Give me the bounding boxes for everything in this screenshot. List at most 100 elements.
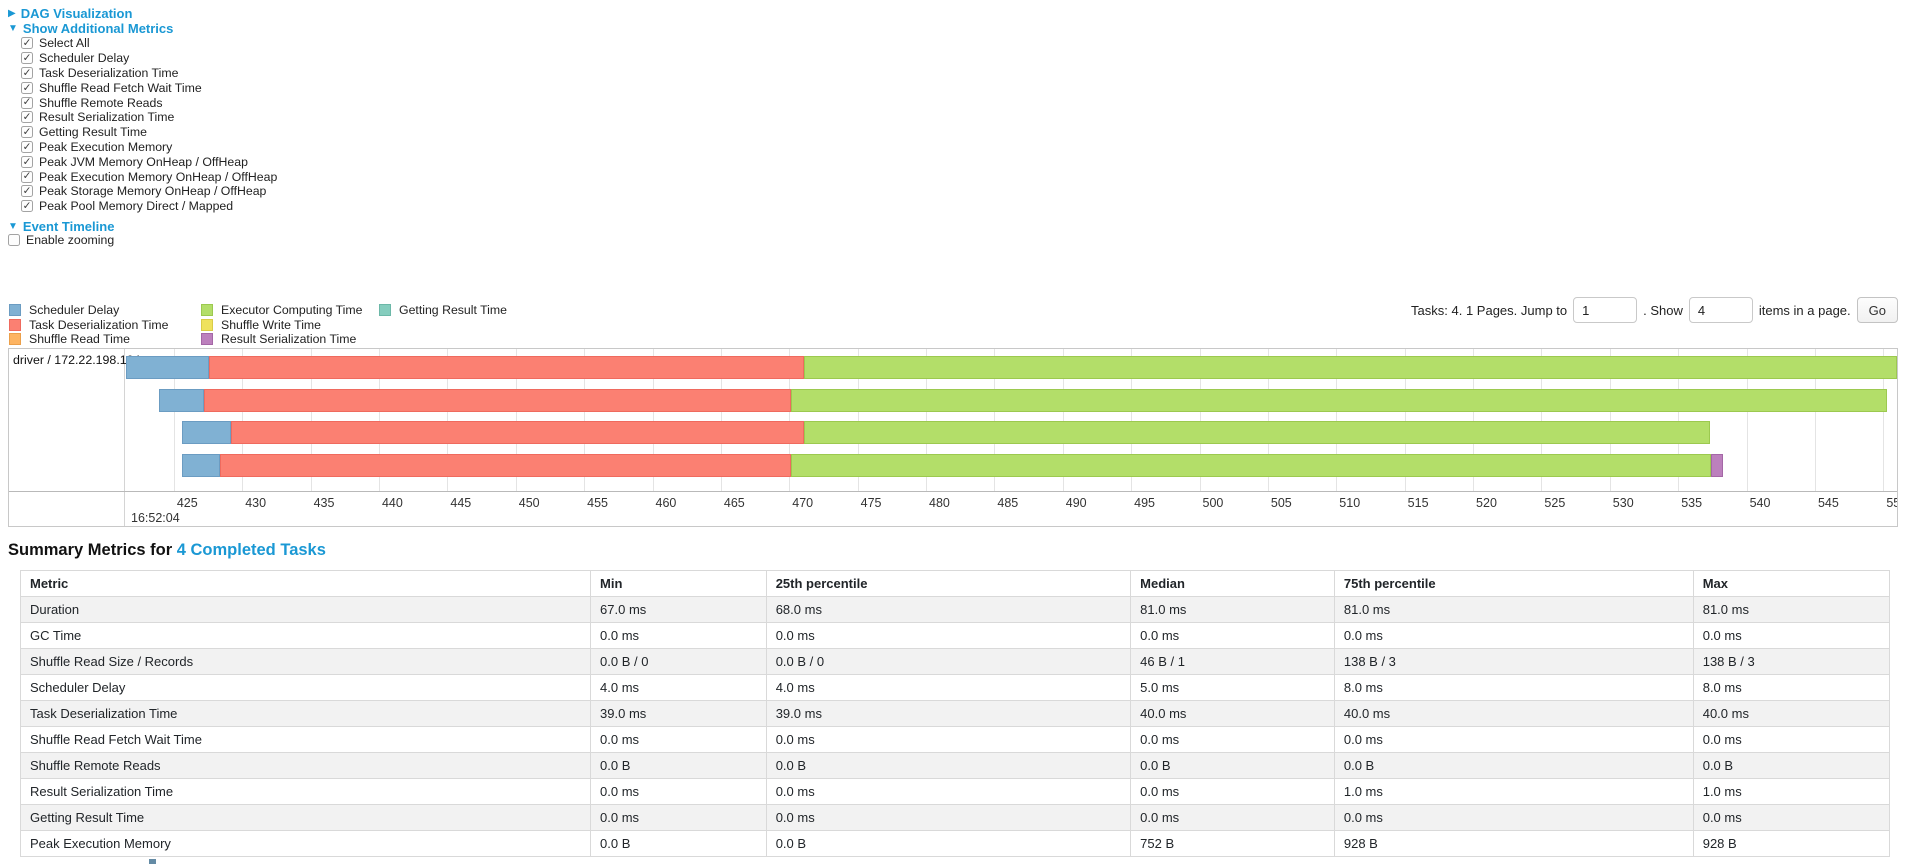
timeline-bar-segment[interactable] xyxy=(209,356,805,379)
metric-checkbox-row: ✓ Shuffle Remote Reads xyxy=(21,95,277,110)
legend-item: Task Deserialization Time xyxy=(9,318,201,333)
checkbox-checked-icon[interactable]: ✓ xyxy=(21,81,33,94)
clipped-next-section xyxy=(149,859,156,864)
checkbox-unchecked-icon[interactable] xyxy=(8,234,20,247)
legend-swatch-icon xyxy=(379,304,391,317)
dag-visualization-toggle[interactable]: ▶ DAG Visualization xyxy=(8,6,132,21)
metric-value-cell: 0.0 ms xyxy=(1333,804,1694,831)
metric-value-cell: 1.0 ms xyxy=(1692,778,1891,805)
timeline-bar-segment[interactable] xyxy=(182,454,221,477)
timeline-bar-segment[interactable] xyxy=(182,421,232,444)
table-row: Peak Execution Memory 0.0 B 0.0 B 752 B 928 … xyxy=(19,830,1891,857)
metric-checkbox-row: ✓ Peak Storage Memory OnHeap / OffHeap xyxy=(21,184,277,199)
timeline-bar-segment[interactable] xyxy=(1711,454,1724,477)
gridline xyxy=(1883,349,1885,491)
legend-item: Executor Computing Time xyxy=(201,303,379,318)
legend-swatch-icon xyxy=(9,304,21,317)
metric-checkbox-label: Scheduler Delay xyxy=(39,51,130,66)
metric-value-cell: 5.0 ms xyxy=(1130,674,1335,701)
gridline xyxy=(720,349,722,491)
pagination-show-label: . Show xyxy=(1643,302,1683,318)
axis-tick-label: 515 xyxy=(1407,496,1429,510)
show-additional-metrics-link[interactable]: Show Additional Metrics xyxy=(22,21,174,36)
checkbox-checked-icon[interactable]: ✓ xyxy=(21,199,33,213)
timeline-bar-segment[interactable] xyxy=(804,421,1710,444)
timeline-bar-segment[interactable] xyxy=(790,389,1888,412)
jump-to-page-input[interactable] xyxy=(1573,297,1638,323)
metric-checkbox-label: Task Deserialization Time xyxy=(39,65,179,80)
collapsed-arrow-icon: ▶ xyxy=(8,8,16,19)
gridline xyxy=(1199,349,1201,491)
checkbox-checked-icon[interactable]: ✓ xyxy=(21,125,33,139)
gridline xyxy=(584,349,586,491)
axis-tick-label: 445 xyxy=(450,496,472,510)
metric-value-cell: 0.0 ms xyxy=(765,622,1132,649)
checkbox-checked-icon[interactable]: ✓ xyxy=(21,37,33,50)
summary-metrics-table: Metric Min 25th percentile Median 75th perce… xyxy=(19,570,1891,857)
gridline xyxy=(1336,349,1338,491)
column-header: Max xyxy=(1692,570,1891,597)
timeline-bar-segment[interactable] xyxy=(126,356,210,379)
metric-value-cell: 0.0 ms xyxy=(590,778,767,805)
metric-value-cell: 928 B xyxy=(1692,830,1891,857)
checkbox-checked-icon[interactable]: ✓ xyxy=(21,170,33,183)
metric-value-cell: 0.0 B xyxy=(765,830,1132,857)
axis-tick-label: 435 xyxy=(313,496,335,510)
show-additional-metrics-toggle[interactable]: ▼ Show Additional Metrics xyxy=(8,21,173,36)
timeline-bar-segment[interactable] xyxy=(790,454,1711,477)
metric-name-cell: Shuffle Read Fetch Wait Time xyxy=(19,726,592,753)
checkbox-checked-icon[interactable]: ✓ xyxy=(21,96,33,109)
legend-label: Shuffle Read Time xyxy=(29,332,130,347)
timeline-bar-segment[interactable] xyxy=(220,454,791,477)
timeline-bar-segment[interactable] xyxy=(804,356,1897,379)
axis-tick-label: 525 xyxy=(1544,496,1566,510)
checkbox-checked-icon[interactable]: ✓ xyxy=(21,51,33,65)
timeline-bar-segment[interactable] xyxy=(231,421,805,444)
axis-tick-label: 475 xyxy=(860,496,882,510)
metric-checkbox-row: ✓ Peak Pool Memory Direct / Mapped xyxy=(21,199,277,214)
metric-checkbox-row: ✓ Task Deserialization Time xyxy=(21,66,277,81)
metric-value-cell: 0.0 ms xyxy=(1333,726,1694,753)
timeline-bar-segment[interactable] xyxy=(158,389,204,412)
metric-value-cell: 40.0 ms xyxy=(1692,700,1891,727)
checkbox-checked-icon[interactable]: ✓ xyxy=(21,155,33,168)
axis-tick-label: 540 xyxy=(1749,496,1771,510)
metric-value-cell: 39.0 ms xyxy=(765,700,1132,727)
checkbox-checked-icon[interactable]: ✓ xyxy=(21,111,33,124)
gridline xyxy=(1131,349,1133,491)
completed-tasks-link[interactable]: 4 Completed Tasks xyxy=(176,541,326,559)
go-button[interactable]: Go xyxy=(1856,297,1898,323)
timeline-bar-segment[interactable] xyxy=(203,389,791,412)
table-row: Shuffle Read Size / Records 0.0 B / 0 0.0 … xyxy=(19,648,1891,675)
gridline xyxy=(1404,349,1406,491)
axis-tick-label: 535 xyxy=(1681,496,1703,510)
legend-item: Shuffle Write Time xyxy=(201,318,379,333)
metric-checkbox-label: Shuffle Remote Reads xyxy=(39,95,163,110)
metric-value-cell: 0.0 B xyxy=(1692,752,1891,779)
legend-label: Scheduler Delay xyxy=(29,303,120,318)
column-header: Min xyxy=(590,570,767,597)
metric-checkbox-label: Peak Pool Memory Direct / Mapped xyxy=(39,199,234,214)
legend-swatch-icon xyxy=(201,333,213,346)
metric-value-cell: 0.0 ms xyxy=(1692,804,1891,831)
gridline xyxy=(652,349,654,491)
dag-visualization-link[interactable]: DAG Visualization xyxy=(20,6,133,21)
checkbox-checked-icon[interactable]: ✓ xyxy=(21,66,33,79)
event-timeline-link[interactable]: Event Timeline xyxy=(22,219,115,234)
legend-swatch-icon xyxy=(201,304,213,317)
metric-checkbox-row: ✓ Getting Result Time xyxy=(21,125,277,140)
table-row: Duration 67.0 ms 68.0 ms 81.0 ms 81.0 ms 81.0… xyxy=(19,596,1891,623)
timeline-x-axis: 16:52:04 425 430 435 440 445 450 455 460 465 470 4… xyxy=(126,491,1897,526)
metric-value-cell: 0.0 ms xyxy=(590,726,767,753)
gridline xyxy=(1473,349,1475,491)
gridline xyxy=(447,349,449,491)
checkbox-checked-icon[interactable]: ✓ xyxy=(21,140,33,153)
event-timeline-toggle[interactable]: ▼ Event Timeline xyxy=(8,219,114,234)
items-per-page-input[interactable] xyxy=(1688,297,1753,323)
legend-item: Shuffle Read Time xyxy=(9,332,201,347)
axis-tick-label: 425 xyxy=(176,496,198,510)
axis-tick-label: 550 xyxy=(1886,496,1897,510)
gridline xyxy=(173,349,175,491)
metric-value-cell: 0.0 ms xyxy=(1130,726,1335,753)
checkbox-checked-icon[interactable]: ✓ xyxy=(21,185,33,198)
